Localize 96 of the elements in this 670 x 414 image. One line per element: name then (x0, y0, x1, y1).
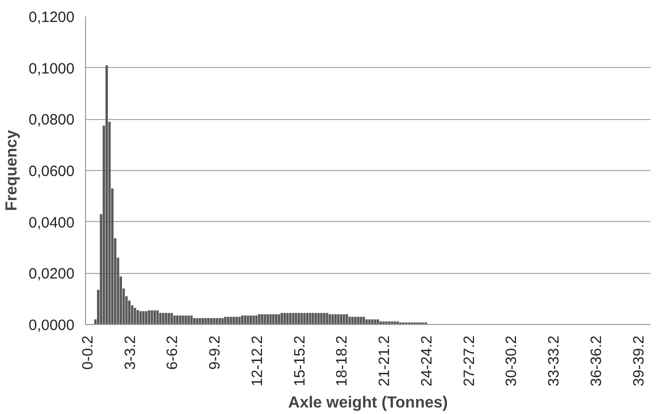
bar (142, 311, 145, 324)
x-tick-label: 36-36.2 (588, 336, 605, 386)
bar (360, 316, 362, 324)
bar (244, 316, 246, 324)
x-tick-label: 9-9.2 (206, 335, 224, 370)
bar (320, 312, 323, 324)
bar (246, 316, 250, 324)
bar (371, 319, 374, 324)
bar (207, 318, 210, 324)
bar (224, 316, 227, 324)
bar (376, 319, 380, 324)
y-tick-label: 0,1200 (28, 9, 75, 26)
bar (292, 312, 294, 324)
bar (331, 314, 334, 324)
bar (314, 312, 317, 324)
bar (328, 314, 332, 324)
y-tick-label: 0,0800 (28, 112, 75, 129)
bar (308, 312, 312, 324)
bar (348, 316, 351, 324)
bar (266, 314, 269, 324)
y-tick-label: 0,0000 (28, 317, 75, 334)
x-tick-label: 12-12.2 (248, 336, 266, 386)
bar (260, 314, 264, 324)
bar (312, 312, 314, 324)
bar (354, 316, 356, 324)
bar (218, 318, 221, 324)
bar (226, 316, 230, 324)
bar (356, 316, 360, 324)
x-tick-label: 6-6.2 (164, 335, 182, 370)
x-axis-title: Axle weight (Tonnes) (288, 394, 448, 412)
bar (190, 316, 193, 324)
x-tick-label: 30-30.2 (503, 336, 520, 386)
bar (128, 300, 130, 324)
bar (303, 312, 306, 324)
x-tick-label: 3-3.2 (122, 335, 139, 370)
bar (198, 318, 202, 324)
bar (298, 312, 300, 324)
bar (204, 318, 207, 324)
y-tick-label: 0,0400 (28, 214, 75, 232)
bar (241, 316, 244, 324)
bar (134, 308, 136, 324)
x-tick-label: 15-15.2 (291, 336, 308, 386)
bar (196, 318, 198, 324)
bar (250, 316, 252, 324)
bar (136, 310, 139, 324)
bar (365, 319, 368, 324)
x-tick-label: 24-24.2 (418, 336, 436, 386)
bar (374, 319, 376, 324)
x-tick-label: 18-18.2 (334, 336, 351, 386)
bar (154, 310, 156, 324)
bar (105, 65, 108, 324)
bar (255, 316, 258, 324)
y-tick-label: 0,0600 (28, 163, 75, 180)
y-tick-label: 0,1000 (28, 60, 75, 78)
bar (280, 312, 284, 324)
bar (210, 318, 212, 324)
bar (178, 316, 182, 324)
y-axis-title: Frequency (4, 130, 21, 211)
bar (170, 312, 173, 324)
bar (176, 316, 179, 324)
bar (187, 316, 190, 324)
bar (232, 316, 236, 324)
y-tick-label: 0,0200 (28, 266, 75, 283)
bar (306, 312, 308, 324)
bar (235, 316, 238, 324)
bar (368, 319, 371, 324)
bar (148, 310, 150, 324)
bar (202, 318, 204, 324)
bar (150, 310, 154, 324)
x-tick-label: 0-0.2 (79, 335, 96, 370)
bar (145, 311, 148, 324)
bar (216, 318, 218, 324)
bar (362, 316, 365, 324)
bar (289, 312, 292, 324)
bar (274, 314, 278, 324)
bar (193, 318, 196, 324)
bar (159, 312, 162, 324)
bar (264, 314, 266, 324)
x-tick-label: 39-39.2 (630, 336, 648, 386)
bar (168, 312, 170, 324)
bar (258, 314, 260, 324)
bar (283, 312, 286, 324)
bar (337, 314, 340, 324)
bar (323, 312, 326, 324)
bar (252, 316, 255, 324)
bar (300, 312, 303, 324)
bar (162, 312, 164, 324)
bar (272, 314, 275, 324)
bar (184, 316, 187, 324)
x-tick-label: 21-21.2 (376, 336, 394, 386)
bar (340, 314, 342, 324)
x-tick-label: 33-33.2 (546, 336, 563, 386)
bar (346, 314, 348, 324)
bar (317, 312, 320, 324)
x-tick-label: 27-27.2 (460, 336, 478, 386)
bar (139, 311, 142, 324)
